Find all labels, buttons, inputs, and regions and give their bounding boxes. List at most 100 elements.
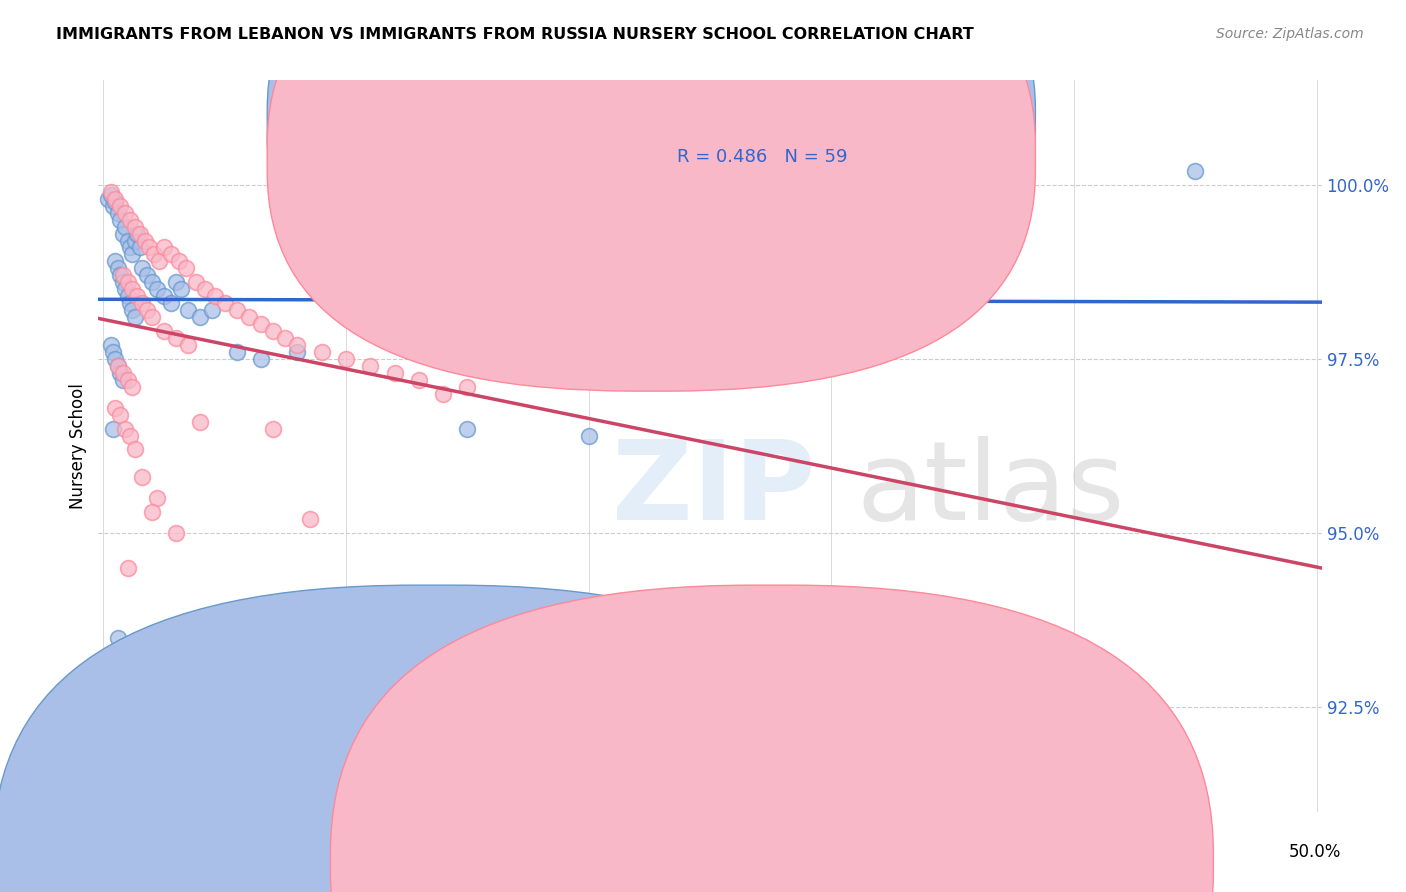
Point (101, 345, 124, 359)
Point (153, 240, 176, 254)
Point (107, 359, 129, 373)
Point (262, 421, 284, 435)
Point (250, 351, 273, 366)
Point (117, 289, 139, 303)
FancyBboxPatch shape (267, 0, 1035, 357)
Point (384, 366, 406, 380)
Point (194, 282, 217, 296)
Point (127, 289, 149, 303)
Point (111, 268, 134, 283)
Point (174, 261, 197, 276)
Text: Source: ZipAtlas.com: Source: ZipAtlas.com (1216, 27, 1364, 41)
Point (111, 366, 134, 380)
Point (153, 289, 176, 303)
Point (101, 199, 124, 213)
Point (121, 380, 143, 394)
Point (177, 303, 200, 318)
Point (225, 303, 247, 318)
Point (121, 282, 143, 296)
Point (136, 268, 159, 283)
Point (114, 205, 136, 219)
Point (110, 366, 132, 380)
Point (118, 296, 141, 310)
Point (110, 212, 132, 227)
Point (110, 268, 132, 283)
Text: 0.0%: 0.0% (80, 843, 122, 861)
Point (432, 386, 454, 401)
Point (1184, 164, 1206, 178)
Point (131, 261, 153, 276)
Point (117, 373, 139, 387)
Point (262, 324, 284, 338)
Point (136, 303, 159, 318)
Point (188, 415, 212, 429)
Point (170, 282, 193, 296)
Point (311, 345, 333, 359)
Point (225, 345, 247, 359)
Point (250, 317, 273, 331)
Point (177, 338, 200, 352)
Point (184, 275, 207, 289)
Point (104, 192, 127, 206)
Point (128, 240, 150, 254)
Point (141, 310, 163, 325)
Point (214, 296, 236, 310)
Point (143, 247, 166, 261)
Point (121, 247, 143, 261)
Point (148, 254, 170, 268)
Point (165, 331, 187, 345)
Point (117, 275, 139, 289)
Point (114, 282, 136, 296)
Point (456, 380, 478, 394)
Point (110, 408, 132, 422)
Point (204, 289, 226, 303)
Point (287, 345, 309, 359)
Point (456, 421, 478, 435)
Point (274, 331, 297, 345)
Point (124, 219, 146, 234)
Point (111, 227, 134, 241)
Point (167, 254, 190, 268)
Point (128, 227, 150, 241)
Point (160, 247, 183, 261)
Point (104, 195, 127, 210)
Point (359, 359, 381, 373)
Point (117, 234, 139, 248)
Point (107, 261, 129, 276)
FancyBboxPatch shape (267, 0, 1035, 392)
Point (104, 351, 127, 366)
Point (104, 254, 127, 268)
Point (578, 428, 600, 442)
Point (111, 373, 134, 387)
Text: IMMIGRANTS FROM LEBANON VS IMMIGRANTS FROM RUSSIA NURSERY SCHOOL CORRELATION CHA: IMMIGRANTS FROM LEBANON VS IMMIGRANTS FR… (56, 27, 974, 42)
Point (124, 310, 146, 325)
Point (114, 421, 136, 435)
Point (335, 303, 357, 318)
Point (97, 192, 120, 206)
Point (104, 401, 127, 415)
Point (121, 303, 143, 318)
Point (124, 234, 146, 248)
Point (335, 351, 357, 366)
FancyBboxPatch shape (612, 99, 924, 201)
Point (107, 631, 129, 645)
Point (153, 324, 176, 338)
Point (201, 303, 224, 318)
Point (145, 491, 167, 506)
Point (359, 296, 381, 310)
Point (111, 275, 134, 289)
Point (160, 296, 183, 310)
Point (100, 338, 122, 352)
Point (100, 188, 122, 202)
Y-axis label: Nursery School: Nursery School (69, 383, 87, 509)
Point (101, 421, 124, 435)
Point (141, 275, 163, 289)
Text: 50.0%: 50.0% (1288, 843, 1341, 861)
Point (118, 240, 141, 254)
Point (118, 212, 141, 227)
Point (188, 310, 212, 325)
Point (384, 331, 406, 345)
Text: Immigrants from Russia: Immigrants from Russia (799, 854, 997, 871)
Point (145, 282, 167, 296)
Point (298, 512, 321, 526)
